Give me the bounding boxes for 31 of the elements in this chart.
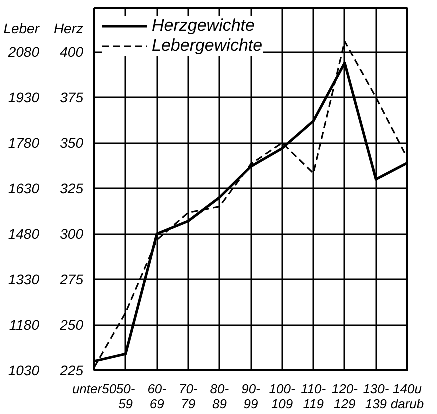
y-tick-label: 1330 — [8, 272, 40, 288]
y-tick-label: 1480 — [8, 226, 40, 242]
y2-tick-label: 275 — [59, 272, 84, 288]
y-axis-title: Leber — [4, 20, 41, 36]
legend-label: Herzgewichte — [152, 16, 255, 36]
y-tick-label: 1930 — [8, 90, 40, 106]
legend-label: Lebergewichte — [152, 36, 263, 56]
x-tick-label: 50- 59 — [116, 382, 136, 412]
x-tick-label: 120- 129 — [332, 382, 359, 412]
x-tick-label: 60- 69 — [148, 382, 168, 412]
y-tick-label: 1630 — [8, 180, 40, 197]
y2-tick-label: 250 — [59, 317, 84, 334]
x-tick-label: 80- 89 — [210, 382, 230, 412]
x-tick-label: 130- 139 — [363, 382, 390, 412]
y2-tick-label: 225 — [59, 362, 84, 378]
x-tick-label: 90- 99 — [242, 382, 262, 412]
y-tick-label: 2080 — [7, 44, 40, 60]
y2-tick-label: 400 — [60, 44, 84, 60]
x-tick-label: 70- 79 — [179, 382, 198, 412]
y2-tick-label: 300 — [60, 226, 84, 242]
x-tick-label: 110- 119 — [301, 382, 327, 412]
x-tick-label: 140u darub — [390, 382, 424, 412]
x-tick-label: 100- 109 — [269, 382, 296, 412]
x-tick-label: unter50 — [72, 382, 118, 396]
y2-tick-label: 375 — [60, 90, 84, 106]
y-tick-label: 1030 — [8, 362, 40, 378]
y2-axis-title: Herz — [54, 20, 84, 36]
y2-tick-label: 325 — [60, 180, 84, 197]
y2-tick-label: 350 — [60, 135, 84, 152]
y-tick-label: 1180 — [9, 317, 40, 334]
y-tick-label: 1780 — [8, 135, 40, 152]
